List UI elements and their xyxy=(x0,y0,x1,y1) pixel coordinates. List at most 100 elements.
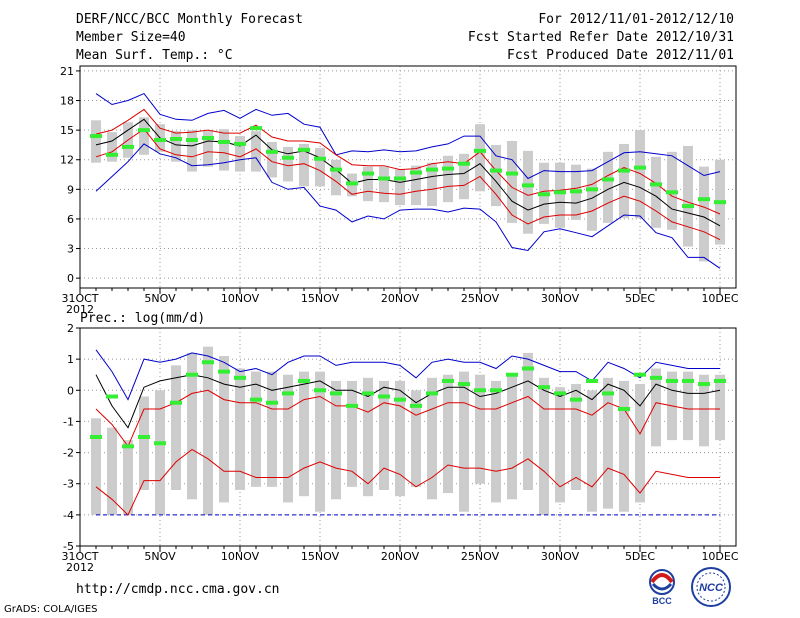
prec-box-day-3 xyxy=(123,440,133,515)
temp-x-tick-label: 30NOV xyxy=(541,292,580,305)
temp-median-day-37 xyxy=(666,190,678,195)
temp-median-day-40 xyxy=(714,200,726,205)
prec-box-day-29 xyxy=(539,377,549,515)
prec-box-day-12 xyxy=(267,371,277,487)
temp-series-max xyxy=(95,92,721,180)
temp-box-day-1 xyxy=(91,120,101,163)
prec-median-day-18 xyxy=(362,391,374,396)
prec-box-day-4 xyxy=(139,396,149,490)
prec-median-day-31 xyxy=(570,397,582,402)
prec-box-day-1 xyxy=(91,418,101,515)
temp-median-day-35 xyxy=(634,165,646,170)
temp-median-day-31 xyxy=(570,189,582,194)
prec-box-day-40 xyxy=(715,374,725,441)
prec-y-tick-label: -3 xyxy=(63,478,74,491)
prec-median-day-38 xyxy=(682,378,694,383)
temp-x-tick-label: 10DEC xyxy=(701,292,738,305)
grads-credit: GrADS: COLA/IGES xyxy=(4,604,98,615)
prec-median-day-1 xyxy=(90,435,102,439)
prec-median-day-23 xyxy=(442,378,454,383)
temp-median-day-22 xyxy=(426,167,438,172)
prec-median-day-34 xyxy=(618,406,630,411)
prec-median-day-5 xyxy=(154,441,166,446)
temp-median-day-38 xyxy=(682,204,694,209)
prec-box-day-36 xyxy=(651,368,661,447)
temp-y-tick-label: 15 xyxy=(60,124,74,137)
temp-median-day-21 xyxy=(410,170,422,175)
prec-median-day-3 xyxy=(122,444,134,449)
variable-label: Mean Surf. Temp.: °C xyxy=(76,48,233,63)
prec-box-day-35 xyxy=(635,384,645,503)
temp-x-tick-label: 31OCT xyxy=(61,292,98,305)
temp-box-day-24 xyxy=(459,153,469,200)
temp-box-day-19 xyxy=(379,166,389,203)
prec-median-day-19 xyxy=(378,394,390,399)
prec-y-tick-label: -4 xyxy=(63,509,74,522)
prec-median-day-33 xyxy=(602,391,614,396)
prec-y-tick-label: 0 xyxy=(67,384,74,397)
prec-median-day-4 xyxy=(138,435,150,439)
temp-median-day-14 xyxy=(298,147,310,152)
temp-median-day-5 xyxy=(154,138,166,142)
temp-median-day-17 xyxy=(346,181,358,186)
temp-box-day-11 xyxy=(251,131,261,172)
temp-box-day-8 xyxy=(203,131,213,167)
temp-box-day-36 xyxy=(651,156,661,228)
prec-y-tick-label: -5 xyxy=(63,540,74,553)
temp-median-day-30 xyxy=(554,190,566,195)
temp-median-day-12 xyxy=(266,149,278,154)
temp-median-day-10 xyxy=(234,141,246,146)
temp-median-day-3 xyxy=(122,144,134,149)
prec-median-day-13 xyxy=(282,391,294,396)
temp-median-day-2 xyxy=(106,152,118,157)
temp-median-day-6 xyxy=(170,137,182,142)
prec-median-day-30 xyxy=(554,391,566,396)
refer-date: Fcst Started Refer Date 2012/10/31 xyxy=(467,30,734,45)
prec-median-day-39 xyxy=(698,382,710,387)
prec-median-day-22 xyxy=(426,391,438,396)
temp-y-tick-label: 18 xyxy=(60,95,74,108)
prec-median-day-10 xyxy=(234,375,246,380)
prec-box-day-30 xyxy=(555,387,565,503)
prec-box-day-24 xyxy=(459,371,469,512)
prec-box-day-31 xyxy=(571,384,581,490)
prec-median-day-17 xyxy=(346,403,358,408)
temp-median-day-32 xyxy=(586,187,598,192)
temp-x-tick-label: 5DEC xyxy=(625,292,655,305)
prec-median-day-6 xyxy=(170,400,182,405)
prec-box-day-7 xyxy=(187,352,197,500)
prec-x-tick-label: 31OCT xyxy=(61,550,98,563)
temp-box-day-13 xyxy=(283,146,293,182)
temp-median-day-33 xyxy=(602,177,614,182)
prec-median-day-21 xyxy=(410,403,422,408)
prec-box-day-19 xyxy=(379,380,389,490)
bcc-logo: BCC xyxy=(649,569,675,606)
temp-y-tick-label: 0 xyxy=(67,272,74,285)
prec-median-day-29 xyxy=(538,385,550,390)
prec-median-day-14 xyxy=(298,378,310,383)
prec-box-day-6 xyxy=(171,365,181,490)
temp-median-day-23 xyxy=(442,166,454,171)
prec-median-day-24 xyxy=(458,382,470,387)
temp-box-day-15 xyxy=(315,147,325,187)
prec-box-day-13 xyxy=(283,374,293,503)
temp-box-day-34 xyxy=(619,143,629,218)
prec-panel-title: Prec.: log(mm/d) xyxy=(80,311,205,326)
temp-box-day-22 xyxy=(427,162,437,207)
source-url[interactable]: http://cmdp.ncc.cma.gov.cn xyxy=(76,582,280,597)
temp-box-day-26 xyxy=(491,144,501,207)
temp-series-std-lower xyxy=(95,128,721,241)
prec-median-day-32 xyxy=(586,378,598,383)
prec-median-day-40 xyxy=(714,378,726,383)
prec-box-day-10 xyxy=(235,368,245,490)
prec-median-day-8 xyxy=(202,360,214,365)
prec-box-day-28 xyxy=(523,352,533,490)
temp-series-mean xyxy=(95,118,721,227)
prec-series-mean-upper xyxy=(95,374,721,429)
temp-box-day-32 xyxy=(587,168,597,231)
produced-date: Fcst Produced Date 2012/11/01 xyxy=(507,48,734,63)
prec-median-day-11 xyxy=(250,397,262,402)
prec-median-day-12 xyxy=(266,400,278,405)
prec-box-day-20 xyxy=(395,380,405,497)
prec-box-day-2 xyxy=(107,427,117,515)
